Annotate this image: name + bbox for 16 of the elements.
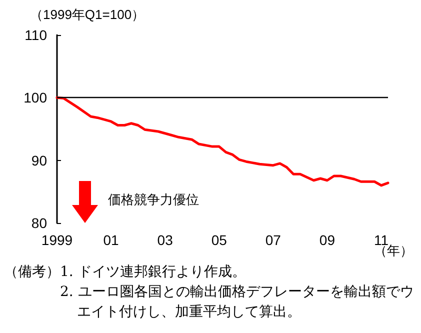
text: 2. ユーロ圏各国との輸出価格デフレーターを輸出額でウエイト付けし、加重平均して算出。	[59, 283, 415, 322]
x-tick-label: 09	[319, 232, 336, 248]
line-series	[56, 96, 390, 187]
y-tick-label: 80	[31, 215, 48, 231]
x-tick-label: 03	[157, 232, 174, 248]
y-tick-label: 90	[31, 152, 48, 168]
x-tick-label: 1999	[41, 232, 73, 248]
annotation: 価格競争力優位	[108, 192, 199, 209]
y-tick-label: 110	[24, 27, 48, 43]
x-tick-label: 01	[103, 232, 120, 248]
x-tick-label: 07	[265, 232, 282, 248]
y-axis-title: （1999年Q1=100）	[30, 7, 145, 22]
y-tick-label: 100	[24, 90, 48, 106]
text: （備考）1. ドイツ連邦銀行より作成。	[4, 263, 247, 282]
x-tick-label: 11	[374, 232, 389, 248]
x-tick-label: 05	[211, 232, 228, 248]
